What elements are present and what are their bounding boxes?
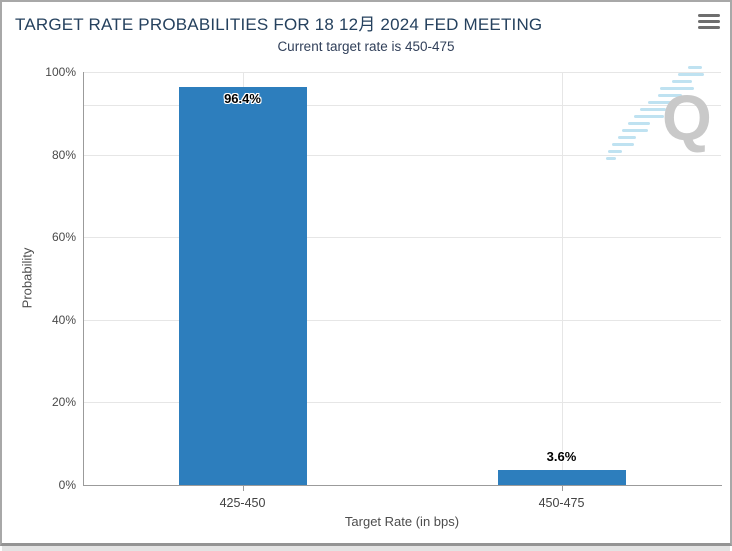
y-gridline	[83, 154, 721, 156]
hamburger-bar	[698, 14, 720, 17]
y-axis-title: Probability	[19, 247, 35, 309]
x-axis-title: Target Rate (in bps)	[344, 514, 460, 529]
y-axis-tick-label: 80%	[51, 147, 76, 162]
chart-subtitle: Current target rate is 450-475	[277, 39, 455, 54]
x-axis-category-label: 450-475	[538, 496, 585, 510]
bar-value-label: 96.4%	[224, 90, 261, 106]
y-gridline	[83, 237, 721, 239]
bar-value-label: 3.6%	[546, 449, 577, 465]
panel-bottom-shadow	[2, 546, 730, 551]
x-axis-tick	[561, 486, 563, 491]
chart-title: TARGET RATE PROBABILITIES FOR 18 12月 202…	[15, 15, 543, 34]
quikstrike-watermark-icon: Q	[606, 66, 712, 160]
hamburger-menu-icon[interactable]	[698, 14, 720, 30]
bar-425-450[interactable]	[178, 86, 307, 485]
x-axis-line	[83, 485, 722, 486]
watermark-letter: Q	[662, 82, 712, 154]
y-gridline	[83, 72, 721, 73]
y-axis-line	[83, 72, 84, 485]
y-gridline	[83, 402, 721, 404]
y-axis-tick-label: 20%	[51, 395, 76, 410]
y-axis-tick-label: 0%	[58, 478, 76, 492]
extra-gridline	[83, 105, 721, 107]
x-axis-category-label: 425-450	[219, 496, 266, 510]
y-axis-tick-label: 40%	[51, 312, 76, 327]
y-axis-tick-label: 100%	[45, 65, 76, 79]
hamburger-bar	[698, 20, 720, 23]
y-gridline	[83, 319, 721, 321]
bar-450-475[interactable]	[497, 470, 626, 485]
x-gridline	[561, 72, 563, 485]
y-axis-tick-label: 60%	[51, 230, 76, 245]
x-axis-tick	[242, 486, 244, 491]
hamburger-bar	[698, 26, 720, 29]
